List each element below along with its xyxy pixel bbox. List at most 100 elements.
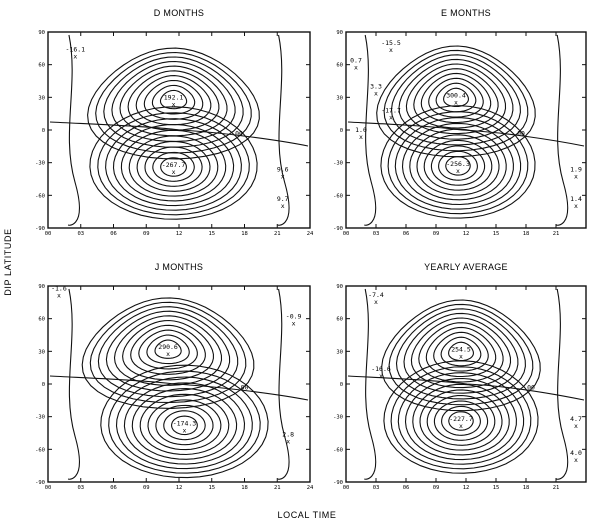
contour-line-north: [383, 49, 529, 152]
x-tick-label: 12: [176, 485, 183, 491]
contour-line-north: [420, 72, 492, 124]
contour-extremum-marker: x: [359, 133, 363, 141]
x-tick-label: 00: [45, 485, 52, 491]
x-tick-label: 09: [143, 231, 150, 237]
contour-value-label: -17.7: [381, 107, 401, 115]
contour-line-north: [425, 326, 497, 378]
x-tick-label: 06: [110, 485, 117, 491]
contour-line-south: [147, 399, 222, 451]
contour-line-east: [556, 34, 569, 226]
contour-value-label: 1.9: [570, 165, 582, 173]
y-tick-label: -30: [333, 415, 343, 421]
y-tick-label: 0: [340, 128, 343, 134]
contour-line-south: [89, 106, 258, 220]
zero-contour: [347, 375, 585, 401]
contour-line-north: [376, 45, 536, 158]
contour-line-north: [143, 79, 204, 120]
contour-line-south: [383, 360, 539, 474]
contour-line-north: [443, 87, 469, 108]
contour-line-south: [155, 404, 214, 446]
contour-value-label: -256.3: [446, 160, 470, 168]
contour-line-north: [388, 303, 534, 406]
contour-line-south: [144, 146, 203, 187]
contour-extremum-marker: x: [166, 350, 170, 358]
contour-line-south: [131, 388, 238, 460]
panel-title: E MONTHS: [441, 8, 491, 18]
contour-extremum-marker: x: [574, 202, 578, 210]
contour-line-south: [409, 128, 507, 201]
y-tick-label: 30: [38, 349, 45, 355]
x-tick-label: 15: [208, 231, 215, 237]
contour-extremum-marker: x: [389, 46, 393, 54]
x-tick-label: 03: [373, 231, 380, 237]
y-tick-label: -60: [35, 447, 45, 453]
contour-value-label: 00: [241, 383, 249, 391]
contour-line-south: [115, 376, 253, 470]
contour-line-north: [395, 308, 526, 400]
contour-value-label: 4.0: [570, 449, 582, 457]
contour-extremum-marker: x: [574, 422, 578, 430]
contour-line-south: [387, 111, 529, 215]
x-tick-label: 15: [208, 485, 215, 491]
contour-line-south: [419, 389, 503, 451]
contour-extremum-marker: x: [456, 167, 460, 175]
contour-line-north: [398, 58, 514, 140]
x-tick-label: 09: [433, 231, 440, 237]
contour-line-north: [138, 329, 198, 370]
x-tick-label: 18: [241, 231, 248, 237]
contour-line-south: [97, 112, 250, 216]
contour-line-north: [103, 56, 244, 148]
y-tick-label: -60: [333, 193, 343, 199]
contour-value-label: -16.1: [66, 46, 86, 54]
contour-line-south: [390, 366, 532, 470]
y-tick-label: 0: [42, 382, 45, 388]
contour-line-north: [81, 297, 255, 409]
x-tick-label: 06: [110, 231, 117, 237]
contour-line-south: [171, 415, 198, 436]
zero-contour: [49, 121, 309, 147]
x-tick-label: 21: [274, 485, 281, 491]
contour-value-label: -267.7: [162, 161, 186, 169]
y-tick-label: -30: [35, 415, 45, 421]
y-tick-label: -90: [35, 226, 45, 232]
contour-extremum-marker: x: [574, 456, 578, 464]
contour-line-south: [108, 370, 261, 474]
y-tick-label: 30: [38, 95, 45, 101]
contour-line-north: [418, 322, 504, 383]
contour-line-south: [448, 411, 474, 431]
contour-line-south: [100, 364, 269, 479]
contour-line-north: [151, 84, 196, 115]
x-tick-label: 15: [493, 485, 500, 491]
contour-value-label: 4.7: [570, 415, 582, 423]
contour-line-north: [122, 319, 214, 381]
y-tick-label: 90: [336, 284, 343, 290]
y-tick-label: -60: [35, 193, 45, 199]
zero-contour: [347, 121, 585, 147]
contour-value-label: 9.6: [277, 165, 289, 173]
contour-extremum-marker: x: [292, 320, 296, 328]
x-tick-label: 09: [143, 485, 150, 491]
contour-line-south: [441, 405, 481, 436]
y-tick-label: 30: [336, 95, 343, 101]
y-tick-label: 90: [38, 284, 45, 290]
contour-line-south: [394, 117, 522, 210]
contour-line-south: [105, 118, 242, 211]
contour-line-east: [277, 288, 290, 480]
contour-value-label: -1.6: [51, 284, 67, 292]
panel-title: J MONTHS: [155, 262, 203, 272]
x-tick-label: 00: [343, 231, 350, 237]
contour-value-label: 00: [235, 129, 243, 137]
contour-value-label: 1.4: [570, 195, 582, 203]
y-tick-label: 60: [38, 63, 45, 69]
y-axis-label: DIP LATITUDE: [3, 228, 13, 295]
panel-d-months: D MONTHS 00 03 06 09 12 15 18 21 24 90 60 30 0 -30 -60 -…: [35, 8, 314, 237]
contour-line-south: [438, 150, 478, 181]
x-tick-label: 24: [307, 231, 314, 237]
y-tick-label: -90: [333, 480, 343, 486]
y-tick-label: -90: [333, 226, 343, 232]
x-tick-label: 18: [523, 231, 530, 237]
contour-value-label: 192.1: [164, 94, 184, 102]
contour-value-label: 3.3: [370, 83, 382, 91]
contour-line-north: [440, 336, 482, 367]
